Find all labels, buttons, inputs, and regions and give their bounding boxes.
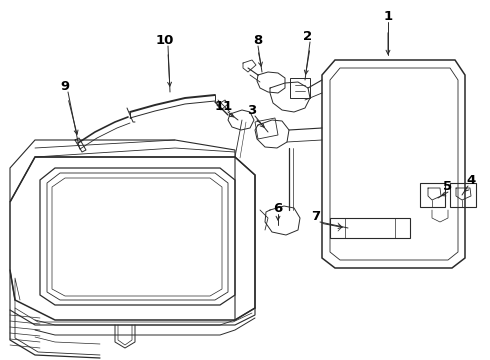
Text: 4: 4 [466,174,476,186]
Text: 1: 1 [384,9,392,23]
Text: 8: 8 [253,33,263,46]
Text: 10: 10 [156,33,174,46]
Text: 5: 5 [443,180,453,193]
Text: 11: 11 [215,99,233,112]
Text: 3: 3 [247,104,257,117]
Text: 7: 7 [312,210,320,222]
Text: 2: 2 [303,30,313,42]
Text: 6: 6 [273,202,283,215]
Text: 9: 9 [60,80,70,93]
